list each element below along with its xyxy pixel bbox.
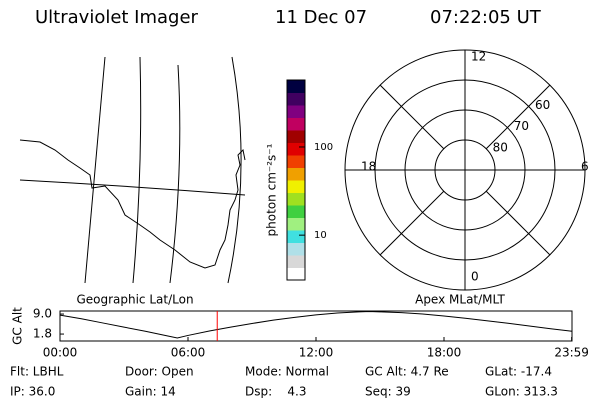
meridian [132, 56, 142, 284]
meridian [169, 64, 181, 284]
colorbar-band [287, 267, 305, 281]
mlt-label: 18 [361, 160, 376, 174]
polar-spoke [485, 190, 551, 256]
colorbar-band [287, 142, 305, 156]
colorbar-band [287, 230, 305, 243]
status-field: Seq: 39 [365, 385, 411, 399]
lat-ring [434, 139, 496, 201]
status-field: IP: 36.0 [10, 385, 55, 399]
y-tick-label: 9.0 [33, 307, 52, 321]
mlt-label: 12 [471, 50, 486, 64]
colorbar-band [287, 192, 305, 206]
colorbar-tick-label: 10 [314, 230, 327, 241]
colorbar-band [287, 205, 305, 218]
map [19, 56, 246, 284]
x-tick-label: 23:59 [554, 346, 589, 360]
x-tick-label: 00:00 [43, 346, 78, 360]
meridian [84, 56, 106, 284]
colorbar-band [287, 255, 305, 268]
colorbar-band [287, 217, 305, 231]
altitude-line [59, 311, 573, 339]
polar-spoke [379, 84, 445, 150]
x-tick-label: 18:00 [427, 346, 462, 360]
status-field: Mode: Normal [245, 365, 329, 379]
colorbar-band [287, 117, 305, 131]
colorbar-tick-label: 100 [314, 142, 333, 153]
status-field: Door: Open [125, 365, 194, 379]
time: 07:22:05 UT [430, 7, 542, 28]
mlt-label: 6 [581, 160, 589, 174]
status-field: GLat: -17.4 [485, 365, 552, 379]
mlt-label: 0 [471, 270, 479, 284]
date: 11 Dec 07 [275, 7, 367, 28]
colorbar-band [287, 180, 305, 193]
title: Ultraviolet Imager [35, 7, 199, 28]
polar-spoke [379, 190, 445, 256]
colorbar-band [287, 130, 305, 143]
polar-spoke [485, 84, 551, 150]
lat-ring [404, 109, 526, 231]
parallel [19, 179, 246, 196]
lat-label: 60 [535, 98, 550, 112]
lat-label: 80 [493, 140, 508, 154]
colorbar-band [287, 92, 305, 106]
colorbar-band [287, 242, 305, 256]
status-field: Gain: 14 [125, 385, 176, 399]
x-tick-label: 12:00 [299, 346, 334, 360]
x-tick-label: 06:00 [171, 346, 206, 360]
y-tick-label: 1.8 [33, 327, 52, 341]
meridian [227, 56, 242, 284]
colorbar-frame [286, 79, 306, 281]
y-axis-label: GC Alt [11, 307, 25, 345]
panel-label: Geographic Lat/Lon [76, 293, 193, 307]
status-field: Dsp: 4.3 [245, 385, 307, 399]
status-field: GC Alt: 4.7 Re [365, 365, 449, 379]
lat-label: 70 [514, 119, 529, 133]
colorbar-label: photon cm⁻²s⁻¹ [265, 143, 279, 236]
lat-ring [374, 79, 556, 261]
panel-label: Apex MLat/MLT [415, 293, 505, 307]
status-field: GLon: 313.3 [485, 385, 558, 399]
colorbar-band [287, 167, 305, 181]
colorbar-band [287, 155, 305, 168]
coastline [19, 139, 246, 269]
colorbar-band [287, 105, 305, 118]
status-field: Flt: LBHL [10, 365, 64, 379]
colorbar-band [287, 80, 305, 93]
